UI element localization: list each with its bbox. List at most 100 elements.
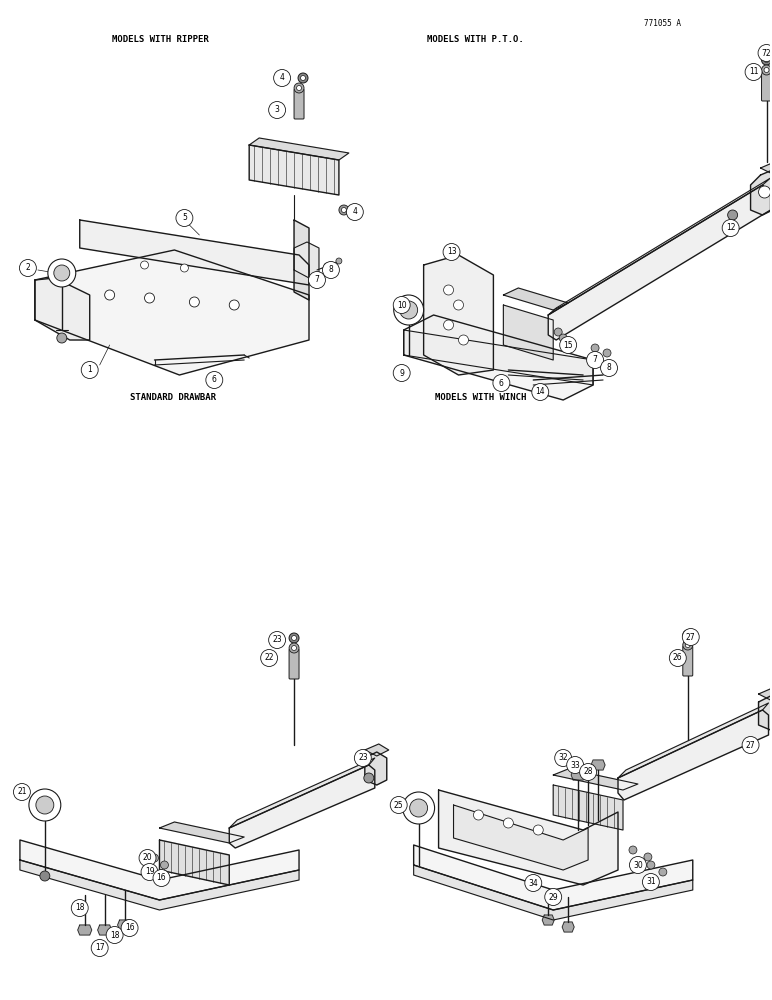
Circle shape (759, 186, 770, 198)
Circle shape (493, 375, 510, 391)
Circle shape (339, 205, 349, 215)
Circle shape (354, 750, 371, 766)
Text: 7: 7 (593, 356, 598, 364)
Circle shape (403, 792, 435, 824)
Circle shape (341, 208, 347, 213)
Circle shape (393, 297, 410, 313)
Polygon shape (35, 250, 309, 375)
Text: 3: 3 (275, 105, 279, 114)
Circle shape (669, 650, 686, 666)
Polygon shape (591, 760, 605, 770)
Circle shape (560, 337, 577, 353)
Circle shape (742, 737, 759, 753)
Text: 16: 16 (157, 874, 166, 882)
Circle shape (758, 45, 772, 61)
Text: 14: 14 (536, 387, 545, 396)
Text: 8: 8 (329, 265, 334, 274)
Circle shape (229, 300, 239, 310)
Circle shape (682, 629, 699, 645)
Circle shape (261, 650, 278, 666)
Circle shape (555, 750, 571, 766)
Circle shape (394, 295, 424, 325)
Text: 18: 18 (75, 904, 84, 912)
Text: 27: 27 (746, 740, 755, 750)
Circle shape (121, 920, 138, 936)
Text: 23: 23 (358, 754, 367, 762)
Circle shape (347, 204, 364, 220)
Circle shape (176, 210, 193, 226)
Text: 31: 31 (646, 878, 655, 886)
Circle shape (545, 889, 562, 905)
Circle shape (647, 861, 655, 869)
Text: 4: 4 (279, 74, 285, 83)
Text: 10: 10 (397, 300, 407, 310)
Text: MODELS WITH WINCH: MODELS WITH WINCH (435, 393, 527, 402)
Circle shape (206, 372, 223, 388)
Text: 8: 8 (607, 363, 611, 372)
Circle shape (269, 102, 286, 118)
Text: 13: 13 (447, 247, 456, 256)
Text: 17: 17 (95, 944, 104, 952)
Circle shape (107, 926, 123, 944)
Circle shape (189, 297, 199, 307)
Circle shape (336, 258, 342, 264)
Circle shape (532, 384, 549, 400)
Circle shape (629, 857, 646, 873)
Circle shape (300, 76, 306, 81)
Text: 19: 19 (144, 867, 154, 876)
Text: 34: 34 (528, 879, 538, 888)
Circle shape (686, 643, 690, 648)
Polygon shape (229, 765, 374, 848)
Text: 11: 11 (749, 68, 758, 77)
Circle shape (603, 349, 611, 357)
Polygon shape (562, 922, 574, 932)
Circle shape (309, 272, 326, 288)
Polygon shape (414, 845, 692, 910)
Circle shape (391, 797, 407, 813)
Polygon shape (618, 710, 768, 800)
Polygon shape (404, 315, 593, 400)
Circle shape (151, 854, 158, 862)
Text: 12: 12 (726, 224, 736, 232)
Text: 771055 A: 771055 A (644, 19, 681, 28)
Circle shape (289, 643, 299, 653)
Circle shape (525, 875, 542, 891)
Circle shape (682, 640, 692, 650)
Polygon shape (503, 305, 554, 360)
Polygon shape (249, 145, 339, 195)
Text: 22: 22 (264, 654, 274, 662)
Circle shape (444, 285, 453, 295)
Text: 29: 29 (548, 892, 558, 902)
Circle shape (324, 263, 330, 269)
Circle shape (503, 818, 513, 828)
Polygon shape (20, 840, 299, 900)
Circle shape (764, 68, 769, 73)
Polygon shape (294, 220, 309, 300)
FancyBboxPatch shape (294, 89, 304, 119)
Polygon shape (759, 696, 772, 730)
Circle shape (443, 244, 460, 260)
Polygon shape (554, 785, 623, 830)
Circle shape (153, 870, 170, 886)
Circle shape (294, 83, 304, 93)
Text: 30: 30 (633, 860, 643, 869)
Circle shape (722, 220, 739, 236)
Circle shape (642, 874, 659, 890)
Circle shape (473, 810, 483, 820)
Circle shape (745, 64, 762, 80)
Circle shape (54, 265, 69, 281)
Text: 6: 6 (212, 375, 217, 384)
Text: 26: 26 (673, 654, 682, 662)
Circle shape (181, 264, 188, 272)
Circle shape (19, 260, 36, 276)
Text: STANDARD DRAWBAR: STANDARD DRAWBAR (130, 393, 216, 402)
Text: 6: 6 (499, 378, 504, 387)
Text: 16: 16 (125, 924, 134, 932)
Text: 25: 25 (394, 800, 404, 810)
Circle shape (57, 333, 67, 343)
Circle shape (764, 57, 769, 62)
Circle shape (91, 940, 108, 956)
Polygon shape (759, 688, 772, 700)
Circle shape (40, 871, 50, 881)
Polygon shape (554, 769, 638, 790)
